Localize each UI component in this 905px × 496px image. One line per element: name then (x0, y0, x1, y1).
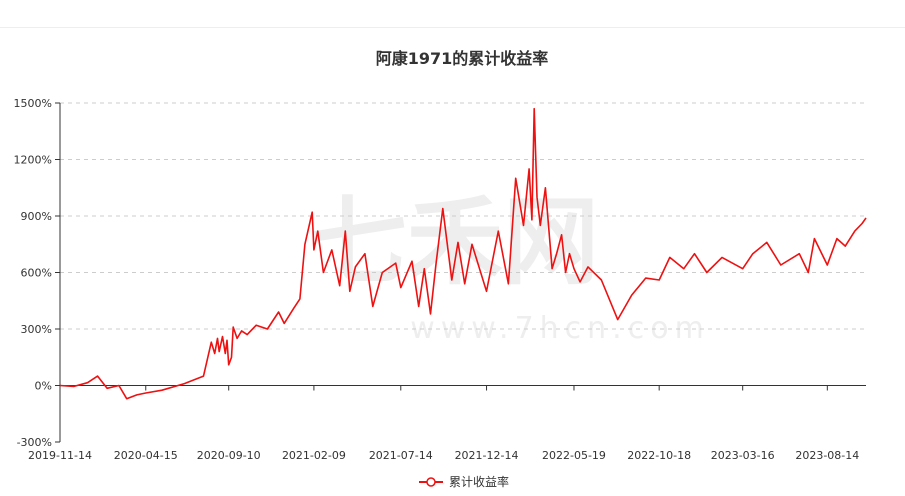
x-tick-label: 2021-12-14 (455, 449, 519, 462)
y-axis-tick-labels: -300% 0% 300% 600% 900% 1200% 1500% (14, 97, 52, 449)
y-tick-label: 1500% (14, 97, 52, 110)
x-tick-label: 2023-03-16 (711, 449, 775, 462)
watermark: 七禾网 www.7hcn.com (311, 186, 704, 346)
y-tick-label: 900% (21, 210, 52, 223)
y-tick-label: -300% (17, 436, 52, 449)
x-tick-label: 2022-10-18 (627, 449, 691, 462)
legend[interactable]: 累计收益率 (419, 474, 509, 489)
x-tick-label: 2022-05-19 (542, 449, 606, 462)
x-tick-label: 2021-07-14 (369, 449, 433, 462)
grid-lines (55, 102, 866, 443)
y-tick-label: 1200% (14, 154, 52, 167)
legend-marker-icon (426, 477, 436, 487)
x-tick-label: 2023-08-14 (795, 449, 859, 462)
x-tick-label: 2021-02-09 (282, 449, 346, 462)
legend-label: 累计收益率 (449, 474, 509, 489)
series-line (59, 107, 867, 400)
x-tick-label: 2020-04-15 (114, 449, 178, 462)
y-tick-label: 300% (21, 323, 52, 336)
watermark-text: 七禾网 (311, 186, 599, 298)
series-layer (59, 107, 867, 400)
y-tick-label: 0% (35, 380, 52, 393)
y-tick-label: 600% (21, 267, 52, 280)
header-divider (0, 27, 905, 28)
x-tick-label: 2020-09-10 (197, 449, 261, 462)
x-axis-tick-labels: 2019-11-14 2020-04-15 2020-09-10 2021-02-09… (28, 385, 859, 462)
x-tick-label: 2019-11-14 (28, 449, 92, 462)
chart-title: 阿康1971的累计收益率 (376, 49, 549, 68)
